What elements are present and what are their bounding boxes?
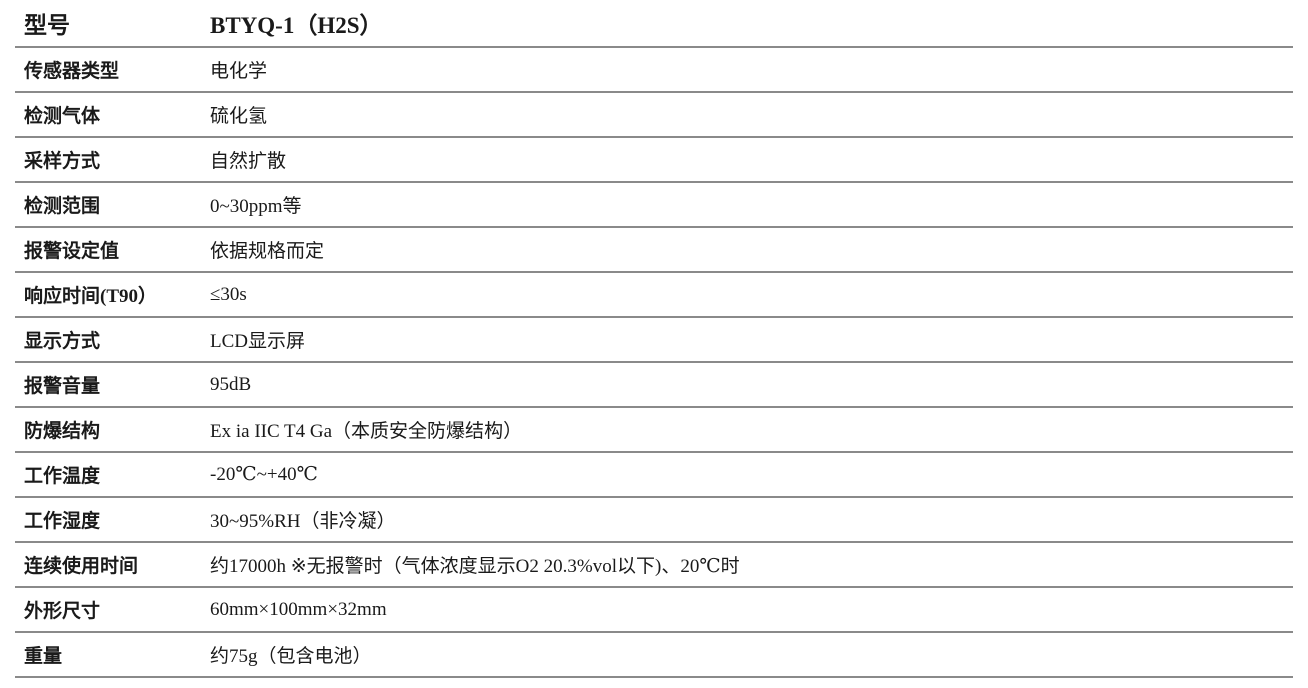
table-row: 工作温度 -20℃~+40℃	[15, 453, 1293, 498]
table-row: 连续使用时间 约17000h ※无报警时（气体浓度显示O2 20.3%vol以下…	[15, 543, 1293, 588]
table-row: 报警音量 95dB	[15, 363, 1293, 408]
row-label: 报警设定值	[24, 241, 120, 262]
row-value: -20℃~+40℃	[210, 464, 318, 485]
row-value: 自然扩散	[210, 151, 287, 172]
row-value: Ex ia IIC T4 Ga（本质安全防爆结构）	[210, 421, 523, 442]
row-value: 硫化氢	[210, 106, 268, 127]
table-row: 工作湿度 30~95%RH（非冷凝）	[15, 498, 1293, 543]
row-label: 报警音量	[24, 376, 101, 397]
table-row: 传感器类型 电化学	[15, 48, 1293, 93]
row-label: 传感器类型	[24, 61, 120, 82]
header-value: BTYQ-1（H2S）	[210, 13, 383, 38]
row-label: 显示方式	[24, 331, 101, 352]
row-value: LCD显示屏	[210, 331, 306, 352]
row-value: 约17000h ※无报警时（气体浓度显示O2 20.3%vol以下)、20℃时	[210, 556, 740, 577]
spec-table: 型号 BTYQ-1（H2S） 传感器类型 电化学 检测气体 硫化氢 采样方式 自然扩…	[15, 0, 1293, 678]
row-value: 95dB	[210, 373, 252, 395]
row-value: 电化学	[210, 61, 268, 82]
row-label: 外形尺寸	[24, 601, 101, 622]
table-row: 防爆结构 Ex ia IIC T4 Ga（本质安全防爆结构）	[15, 408, 1293, 453]
row-value: 0~30ppm等	[210, 196, 302, 217]
row-label: 检测气体	[24, 106, 101, 127]
row-label: 采样方式	[24, 151, 101, 172]
table-row: 检测气体 硫化氢	[15, 93, 1293, 138]
table-row: 检测范围 0~30ppm等	[15, 183, 1293, 228]
header-label: 型号	[24, 13, 70, 38]
table-row: 重量 约75g（包含电池）	[15, 633, 1293, 678]
row-label: 响应时间(T90）	[24, 286, 158, 307]
row-value: ≤30s	[210, 283, 247, 305]
row-value: 30~95%RH（非冷凝）	[210, 511, 396, 532]
table-row: 采样方式 自然扩散	[15, 138, 1293, 183]
row-label: 重量	[24, 646, 63, 667]
row-label: 检测范围	[24, 196, 101, 217]
row-value: 60mm×100mm×32mm	[210, 598, 387, 620]
row-label: 连续使用时间	[24, 556, 139, 577]
table-row: 响应时间(T90） ≤30s	[15, 273, 1293, 318]
table-row: 显示方式 LCD显示屏	[15, 318, 1293, 363]
row-label: 防爆结构	[24, 421, 101, 442]
table-row: 外形尺寸 60mm×100mm×32mm	[15, 588, 1293, 633]
table-header-row: 型号 BTYQ-1（H2S）	[15, 0, 1293, 48]
row-label: 工作湿度	[24, 511, 101, 532]
row-value: 依据规格而定	[210, 241, 325, 262]
row-label: 工作温度	[24, 466, 101, 487]
row-value: 约75g（包含电池）	[210, 646, 372, 667]
table-row: 报警设定值 依据规格而定	[15, 228, 1293, 273]
